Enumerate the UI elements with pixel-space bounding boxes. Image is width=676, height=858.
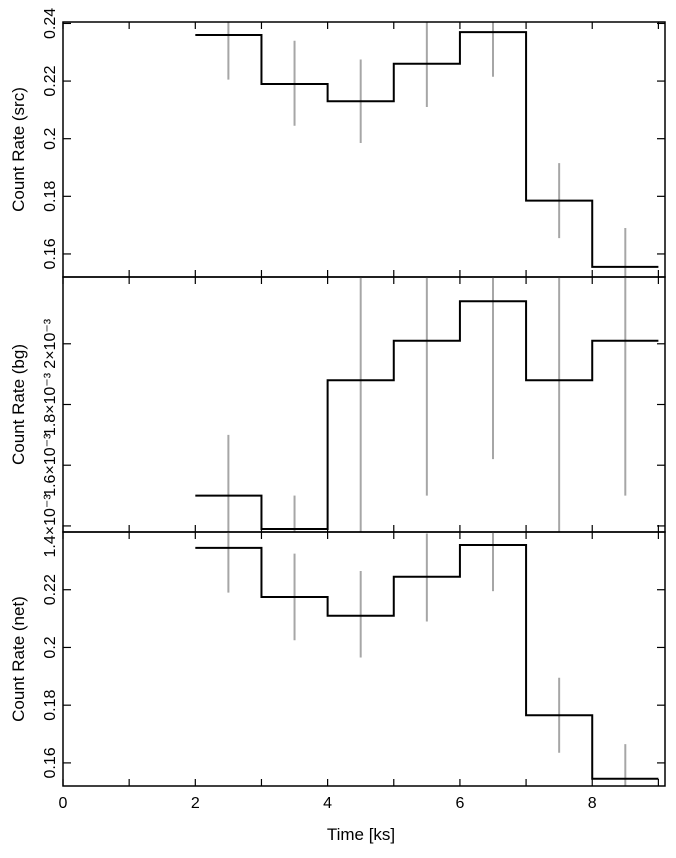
x-axis-title: Time [ks] <box>327 825 395 844</box>
y-tick-label: 0.16 <box>42 238 59 269</box>
y-tick-label: 2×10⁻³ <box>42 318 59 368</box>
x-tick-label: 2 <box>191 795 200 812</box>
y-tick-label: 0.22 <box>42 65 59 96</box>
y-tick-label: 0.16 <box>42 747 59 778</box>
x-tick-label: 6 <box>455 795 464 812</box>
y-tick-label: 0.18 <box>42 690 59 721</box>
step-line <box>195 543 659 780</box>
panel-frame <box>62 276 666 533</box>
y-tick-label: 1.4×10⁻³ <box>42 494 59 558</box>
panels: 0.16 0.18 0.2 0.22 0.24 Count Rate (src) 1.4×1… <box>9 8 666 787</box>
y-tick-label: 0.18 <box>42 181 59 212</box>
step-line <box>195 31 659 268</box>
y-axis-title: Count Rate (src) <box>9 87 28 212</box>
step-line <box>195 300 659 530</box>
y-tick-label: 0.2 <box>42 127 59 149</box>
y-axis-title: Count Rate (net) <box>9 596 28 722</box>
y-tick-label: 0.2 <box>42 636 59 658</box>
panel-net: 0.16 0.18 0.2 0.22 Count Rate (net) <box>9 531 666 787</box>
y-axis-title: Count Rate (bg) <box>9 344 28 465</box>
x-axis: 0 2 4 6 8 <box>59 795 597 812</box>
panel-frame <box>62 531 666 787</box>
x-tick-label: 8 <box>588 795 597 812</box>
y-tick-label: 0.22 <box>42 574 59 605</box>
panel-bg: 1.4×10⁻³1.6×10⁻³1.8×10⁻³ 2×10⁻³ Count Rate… <box>9 276 666 558</box>
panel-src: 0.16 0.18 0.2 0.22 0.24 Count Rate (src) <box>9 8 666 278</box>
panel-frame <box>62 21 666 278</box>
y-tick-label: 1.6×10⁻³ <box>42 433 59 497</box>
y-tick-label: 1.8×10⁻³ <box>42 372 59 436</box>
x-tick-label: 4 <box>323 795 332 812</box>
x-tick-label: 0 <box>59 795 68 812</box>
y-tick-label: 0.24 <box>42 8 59 39</box>
